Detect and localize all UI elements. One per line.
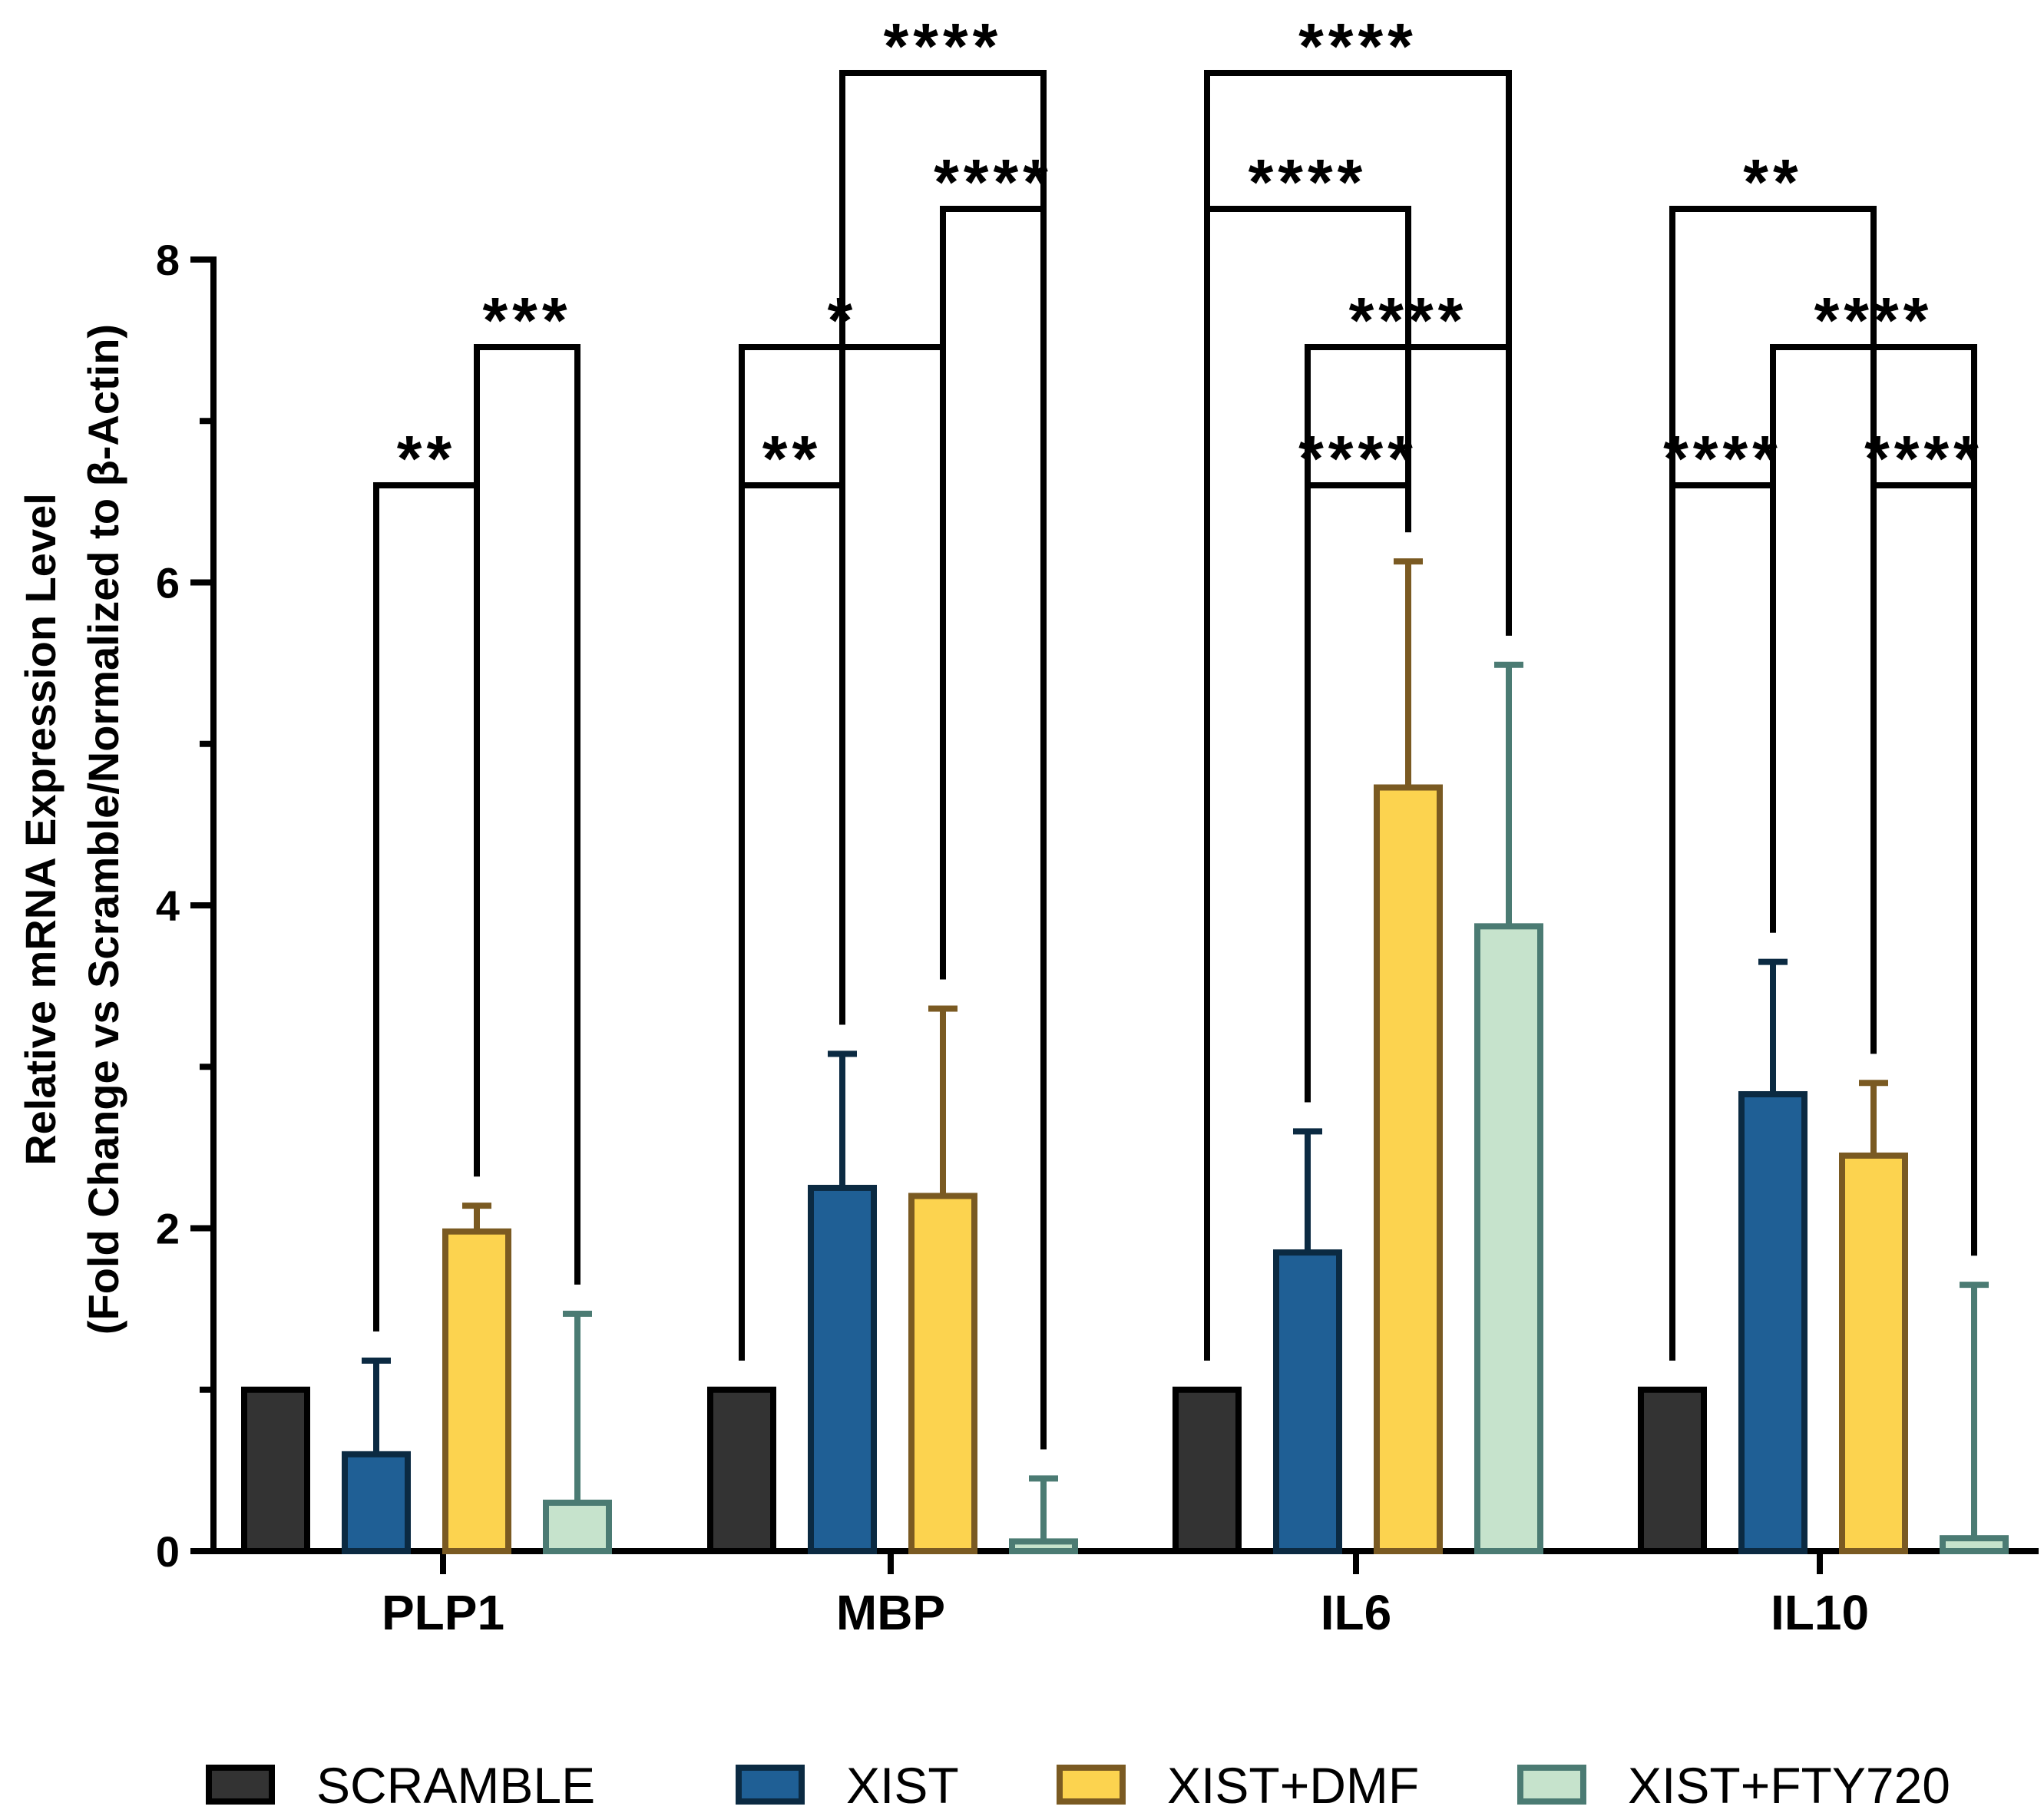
bar-xist-fty720-mbp <box>1009 1538 1078 1555</box>
significance-bracket <box>474 344 580 1285</box>
significance-bracket <box>373 482 480 1332</box>
significance-label: **** <box>1663 422 1782 495</box>
significance-brackets: ****************************************… <box>373 10 1983 1450</box>
bar-xist-il6 <box>1273 1249 1342 1554</box>
bar-scramble-mbp <box>707 1386 776 1554</box>
bar-xist-il10 <box>1738 1090 1808 1555</box>
legend: SCRAMBLE XIST XIST+DMF XIST+FTY720 <box>206 1757 1950 1813</box>
bar-xist-dmf-mbp <box>908 1193 977 1554</box>
bars <box>241 784 2009 1555</box>
bar-scramble-il6 <box>1172 1386 1242 1554</box>
bar-xist-plp1 <box>342 1451 411 1554</box>
significance-label: **** <box>1298 10 1417 82</box>
bar-scramble-il10 <box>1638 1386 1707 1554</box>
significance-bracket <box>1669 206 1877 1361</box>
significance-label: **** <box>1864 422 1983 495</box>
significance-label: ** <box>762 422 822 495</box>
significance-bracket <box>1204 70 1512 1361</box>
legend-swatch <box>1517 1765 1586 1805</box>
x-tick-label: IL6 <box>1321 1585 1391 1640</box>
legend-label: XIST+FTY720 <box>1628 1757 1950 1813</box>
bar-xist-dmf-il10 <box>1839 1152 1908 1554</box>
bar-xist-fty720-plp1 <box>543 1499 612 1555</box>
axes: 0 2 4 6 8 PLP1 MBP IL6 IL10 <box>156 236 2039 1640</box>
error-bars <box>362 558 1989 1542</box>
significance-bracket <box>839 70 1047 1450</box>
legend-swatch <box>1057 1765 1126 1805</box>
x-tick-label: IL10 <box>1771 1585 1869 1640</box>
y-axis-label-line: Relative mRNA Expression Level <box>16 493 64 1166</box>
y-axis-label: Relative mRNA Expression Level (Fold Chan… <box>16 324 127 1335</box>
x-tick-label: PLP1 <box>382 1585 504 1640</box>
significance-label: ** <box>1743 146 1802 218</box>
x-tick-label: MBP <box>836 1585 945 1640</box>
y-tick-label: 8 <box>156 236 180 284</box>
bar-xist-dmf-plp1 <box>442 1228 511 1554</box>
significance-label: **** <box>934 146 1053 218</box>
y-tick-label: 2 <box>156 1205 180 1253</box>
bar-xist-fty720-il10 <box>1940 1535 2009 1555</box>
legend-label: XIST <box>846 1757 959 1813</box>
bar-scramble-plp1 <box>241 1386 310 1554</box>
y-tick-label: 6 <box>156 559 180 607</box>
y-tick-label: 4 <box>156 882 180 930</box>
significance-label: ** <box>397 422 456 495</box>
legend-swatch <box>736 1765 805 1805</box>
bar-xist-dmf-il6 <box>1374 784 1443 1554</box>
legend-swatch <box>206 1765 275 1805</box>
legend-label: SCRAMBLE <box>316 1757 595 1813</box>
significance-label: **** <box>1249 146 1368 218</box>
significance-bracket <box>1870 482 1977 1256</box>
bar-xist-fty720-il6 <box>1474 923 1543 1554</box>
significance-label: **** <box>1298 422 1417 495</box>
significance-label: *** <box>482 284 571 356</box>
legend-label: XIST+DMF <box>1167 1757 1419 1813</box>
y-axis-label-line: (Fold Change vs Scramble/Normalized to β… <box>79 324 127 1335</box>
y-tick-label: 0 <box>156 1527 180 1576</box>
significance-label: **** <box>884 10 1003 82</box>
bar-xist-mbp <box>808 1184 877 1554</box>
